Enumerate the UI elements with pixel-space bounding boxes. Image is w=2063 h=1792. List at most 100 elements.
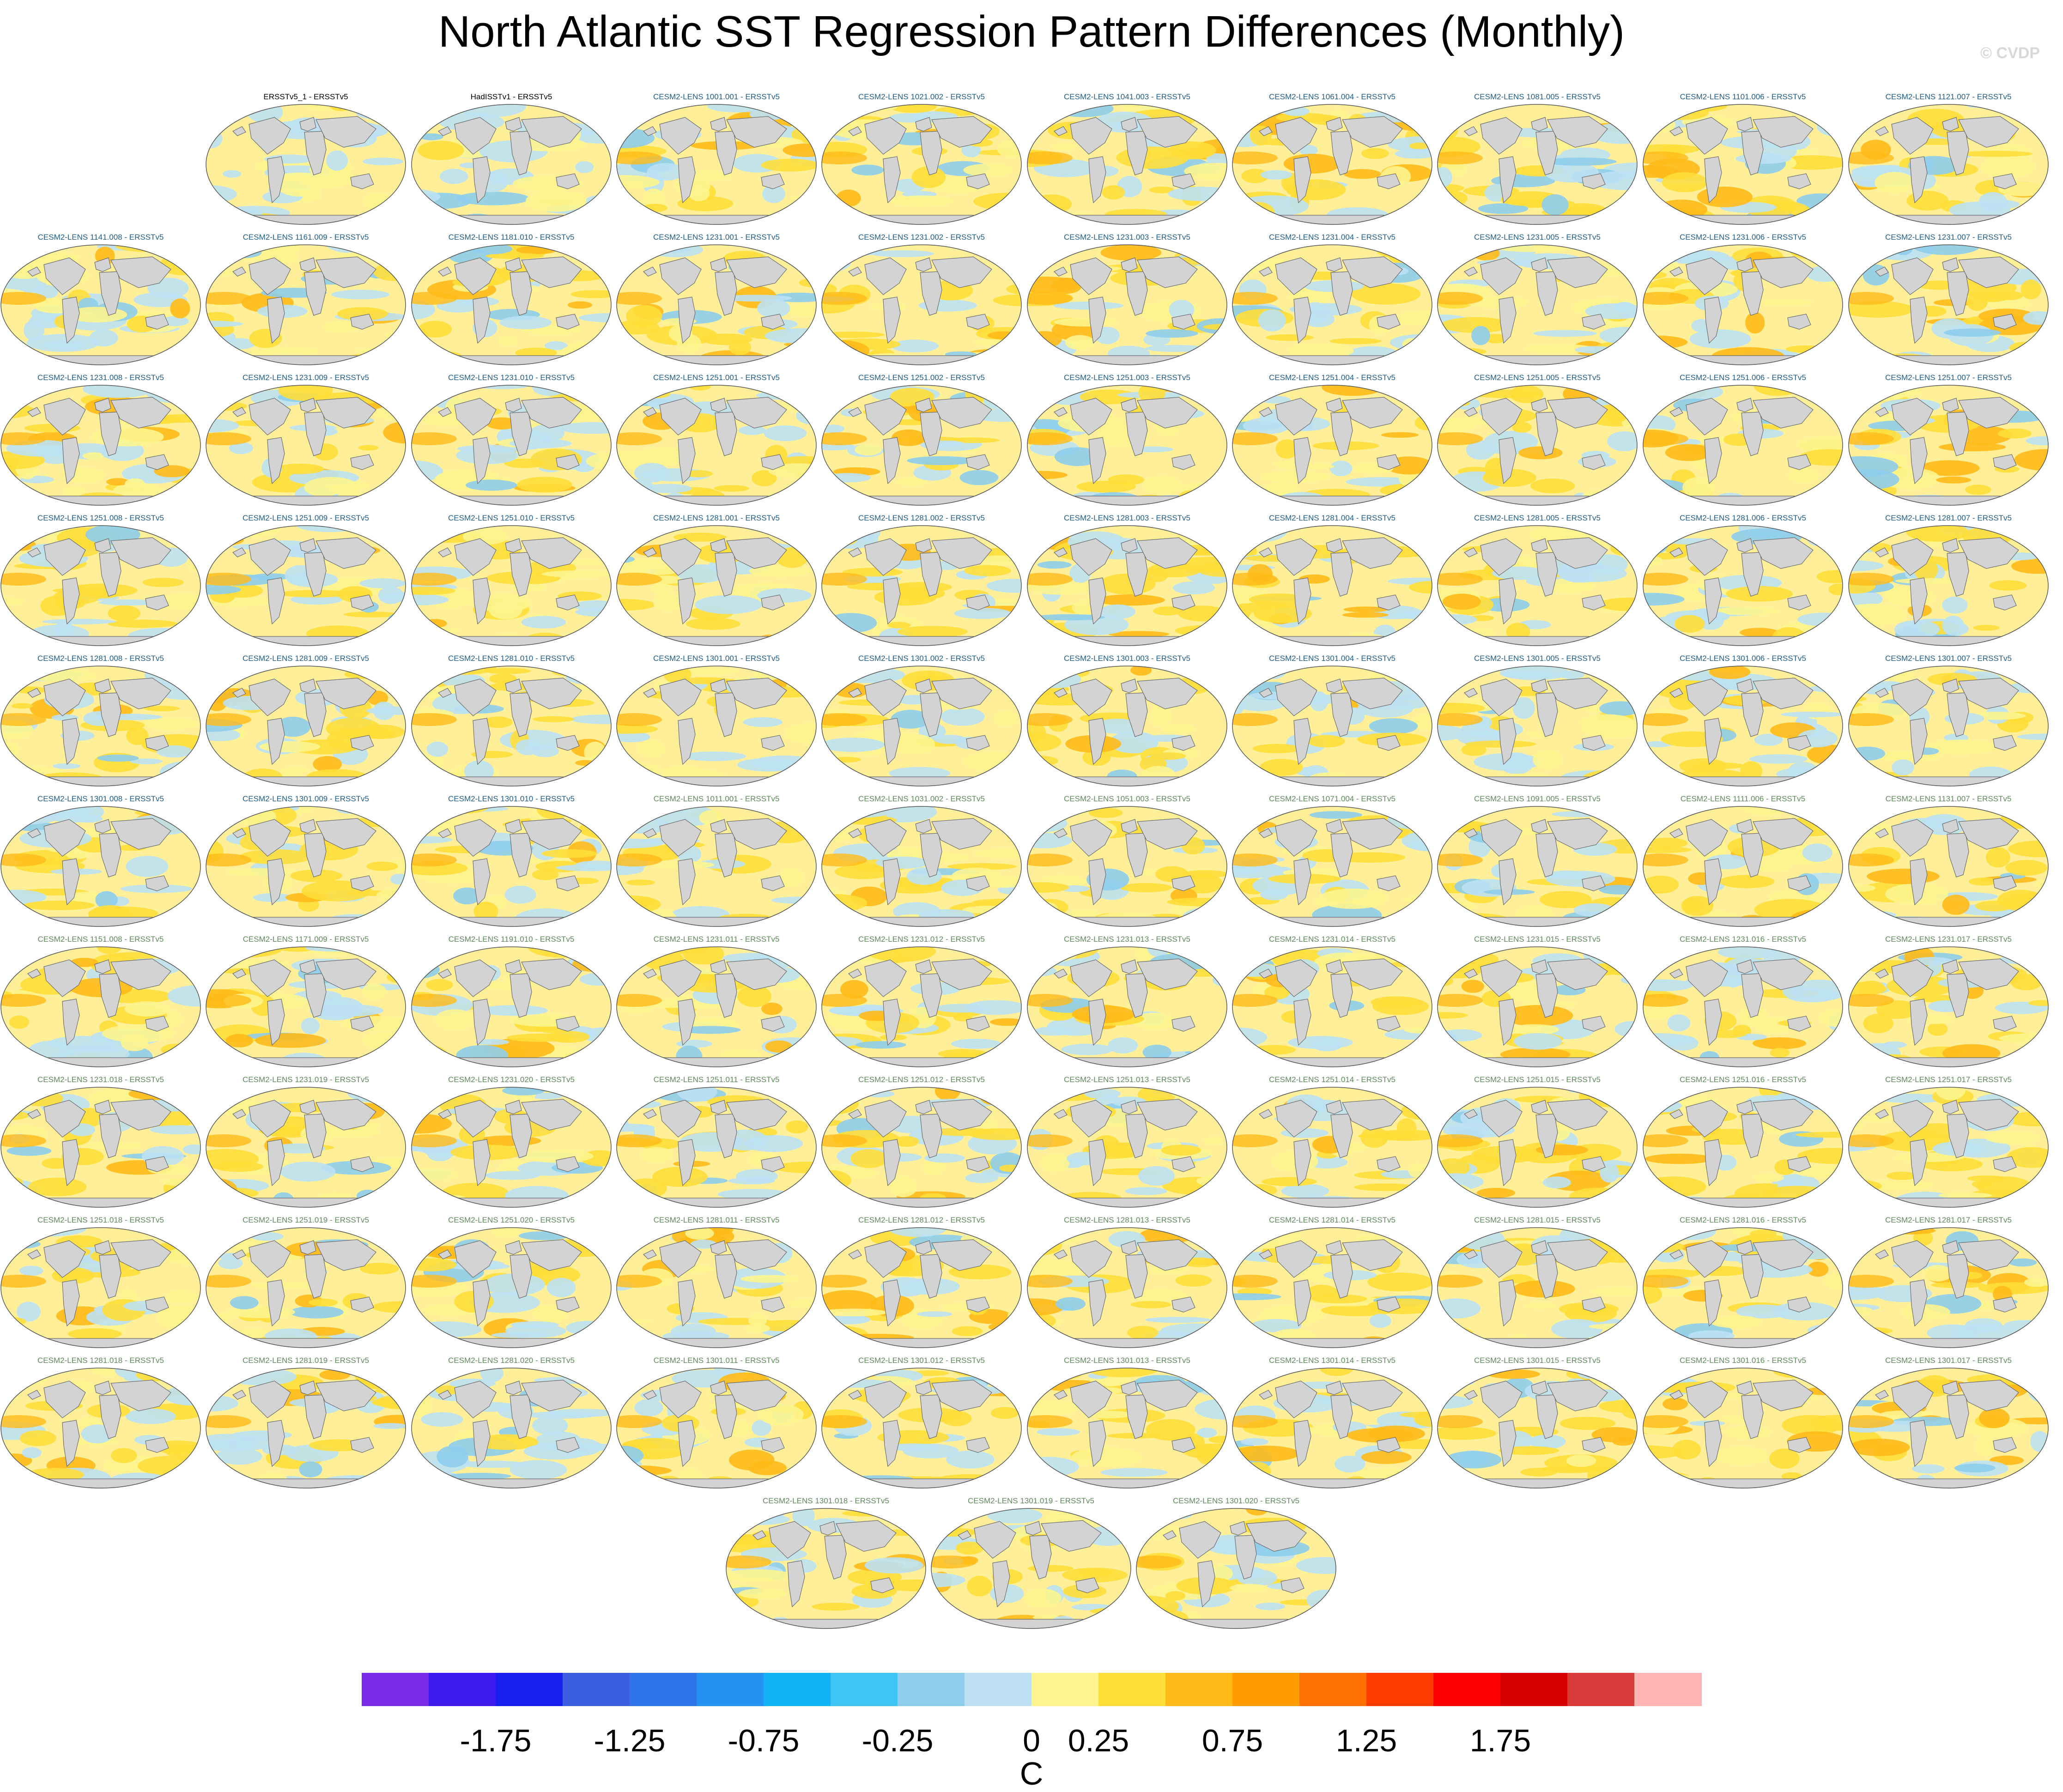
sst-anomaly-contour [1335,1456,1365,1472]
map-panel-title: CESM2-LENS 1251.014 - ERSSTv5 [1232,1075,1433,1085]
sst-anomaly-contour [1848,244,1875,255]
sst-anomaly-contour [331,290,389,299]
sst-anomaly-contour [1232,1203,1259,1208]
sst-anomaly-contour [616,808,643,823]
map-panel: CESM2-LENS 1251.009 - ERSSTv5 [205,514,407,648]
colorbar-swatch [1567,1673,1635,1706]
map-panel: CESM2-LENS 1091.005 - ERSSTv5 [1437,794,1638,928]
sst-anomaly-contour [700,333,752,345]
sst-anomaly-contour [1161,1145,1201,1156]
sst-anomaly-contour [1361,1451,1412,1464]
sst-difference-map [1232,1367,1433,1489]
sst-anomaly-contour [124,1001,170,1017]
sst-anomaly-contour [2019,112,2042,122]
sst-difference-map [1026,384,1228,506]
sst-anomaly-contour [1499,246,1568,252]
sst-anomaly-contour [1402,338,1423,351]
sst-difference-map [1026,805,1228,927]
sst-anomaly-contour [2021,279,2041,299]
map-panel: CESM2-LENS 1281.014 - ERSSTv5 [1232,1216,1433,1350]
map-panel-title: CESM2-LENS 1041.003 - ERSSTv5 [1026,92,1228,103]
sst-anomaly-contour [151,923,201,927]
sst-difference-map [1848,805,2049,927]
sst-difference-map [616,665,817,787]
sst-anomaly-contour [821,665,862,675]
sst-anomaly-contour [1260,471,1329,483]
sst-anomaly-contour [10,1092,35,1098]
sst-anomaly-contour [1775,665,1842,671]
sst-anomaly-contour [987,631,1022,647]
sst-anomaly-contour [850,1149,887,1168]
sst-anomaly-contour [1862,361,1900,366]
sst-anomaly-contour [1026,772,1063,785]
map-panel-title: CESM2-LENS 1251.011 - ERSSTv5 [616,1075,817,1085]
sst-difference-map [1232,244,1433,366]
sst-anomaly-contour [357,1190,379,1202]
colorbar-tick-label: 0.25 [1068,1723,1129,1759]
sst-anomaly-contour [255,1033,326,1048]
sst-anomaly-contour [97,755,139,762]
sst-difference-map [1437,1086,1638,1208]
sst-anomaly-contour [1901,1304,1950,1320]
sst-anomaly-contour [2010,1231,2049,1242]
sst-anomaly-contour [1175,1274,1212,1286]
sst-anomaly-contour [532,1416,568,1435]
sst-anomaly-contour [783,494,811,502]
sst-anomaly-contour [1521,1468,1558,1477]
sst-anomaly-contour [362,983,387,999]
sst-anomaly-contour [370,498,407,507]
sst-difference-map [205,665,407,787]
map-panel-title: CESM2-LENS 1231.018 - ERSSTv5 [0,1075,201,1085]
sst-anomaly-contour [1125,1187,1167,1195]
sst-anomaly-contour [1437,1480,1487,1489]
sst-anomaly-contour [1975,1436,1995,1457]
sst-anomaly-contour [1591,1227,1638,1240]
map-panel: CESM2-LENS 1231.009 - ERSSTv5 [205,373,407,507]
map-panel: CESM2-LENS 1281.009 - ERSSTv5 [205,654,407,788]
sst-anomaly-contour [584,742,606,763]
sst-anomaly-contour [1654,105,1709,120]
sst-anomaly-contour [517,477,572,492]
sst-anomaly-contour [1418,1041,1433,1058]
sst-anomaly-contour [798,340,817,349]
sst-anomaly-contour [1344,169,1381,179]
sst-anomaly-contour [364,213,407,220]
sst-anomaly-contour [1998,429,2032,439]
sst-anomaly-contour [1342,612,1389,618]
sst-anomaly-contour [1942,597,1968,614]
sst-anomaly-contour [226,868,297,876]
sst-anomaly-contour [821,1044,836,1065]
sst-difference-map [821,1367,1022,1489]
sst-anomaly-contour [489,601,522,619]
sst-anomaly-contour [1667,1014,1690,1031]
sst-difference-map [1026,525,1228,647]
sst-anomaly-contour [1848,1439,1910,1456]
map-panel-title: CESM2-LENS 1281.017 - ERSSTv5 [1848,1216,2049,1226]
sst-anomaly-contour [980,1086,1001,1105]
sst-anomaly-contour [1197,1428,1217,1438]
sst-anomaly-contour [1745,312,1765,333]
sst-anomaly-contour [170,298,190,318]
sst-difference-map [821,946,1022,1068]
sst-anomaly-contour [571,631,612,638]
sst-anomaly-contour [0,538,36,551]
sst-anomaly-contour [1108,474,1144,485]
sst-anomaly-contour [1754,1174,1784,1182]
colorbar-swatch [1433,1673,1501,1706]
sst-difference-map [1848,1227,2049,1349]
sst-difference-map [1642,103,1844,225]
map-panel: CESM2-LENS 1231.018 - ERSSTv5 [0,1075,201,1209]
map-panel: CESM2-LENS 1231.010 - ERSSTv5 [411,373,612,507]
sst-anomaly-contour [1098,1512,1117,1521]
map-panel-title: CESM2-LENS 1301.012 - ERSSTv5 [821,1356,1022,1366]
map-panel-title: CESM2-LENS 1301.001 - ERSSTv5 [616,654,817,664]
map-panel-title: CESM2-LENS 1231.017 - ERSSTv5 [1848,935,2049,945]
sst-anomaly-contour [1383,1227,1433,1236]
sst-difference-map [821,665,1022,787]
sst-difference-map [0,1086,201,1208]
map-panel-title: CESM2-LENS 1231.011 - ERSSTv5 [616,935,817,945]
sst-anomaly-contour [1781,712,1844,717]
map-panel-title: CESM2-LENS 1281.002 - ERSSTv5 [821,514,1022,524]
sst-anomaly-contour [1396,384,1415,396]
